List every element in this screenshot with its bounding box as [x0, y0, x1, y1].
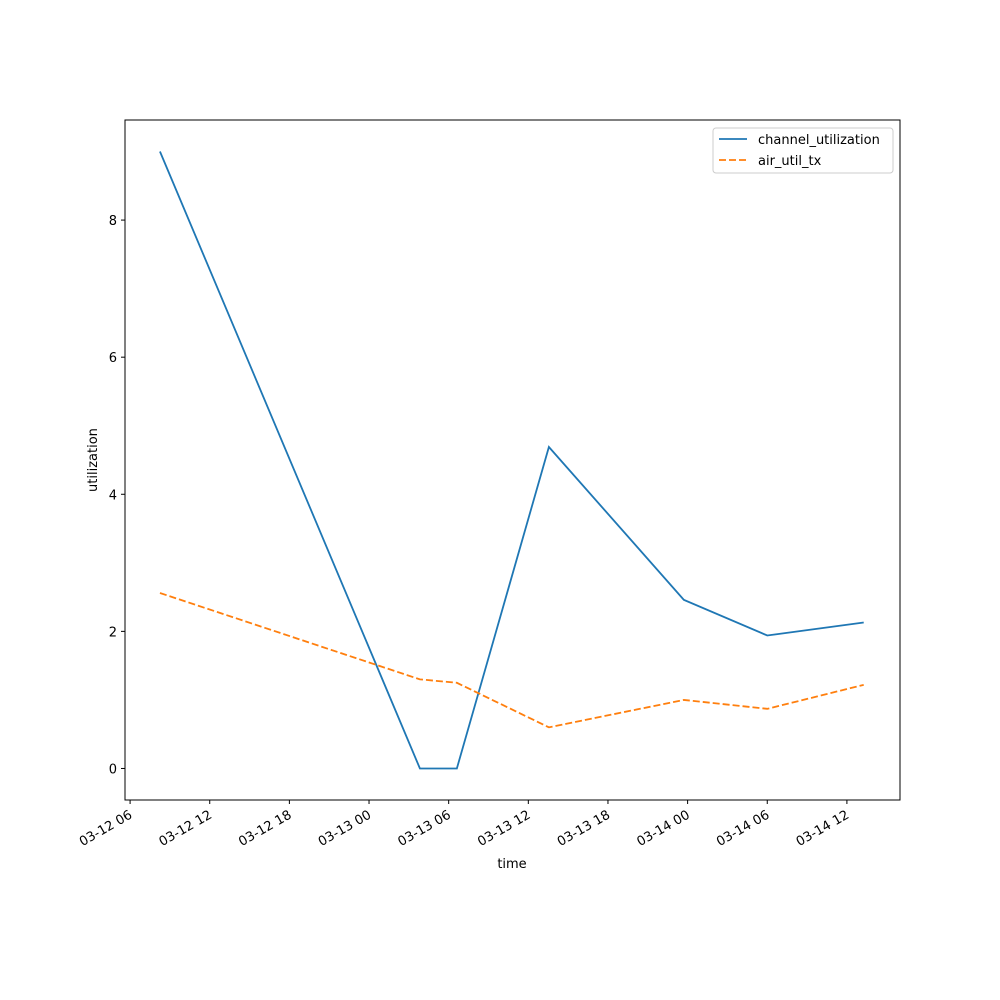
y-tick-label: 8 [109, 214, 117, 229]
x-axis-label: time [497, 857, 526, 872]
x-tick-label: 03-12 18 [236, 808, 294, 850]
y-tick-label: 2 [109, 625, 117, 640]
data-line [159, 592, 864, 729]
legend-label: channel_utilization [758, 133, 880, 148]
x-tick-label: 03-13 00 [316, 808, 374, 850]
plot-frame [124, 119, 901, 801]
x-tick-label: 03-14 12 [794, 808, 852, 850]
x-tick-label: 03-14 00 [634, 808, 692, 850]
y-tick-label: 6 [109, 351, 117, 366]
y-tick-label: 4 [109, 488, 117, 503]
data-line [159, 151, 864, 770]
x-tick-label: 03-13 06 [396, 808, 454, 850]
x-tick-label: 03-12 12 [157, 808, 215, 850]
x-tick-label: 03-12 06 [77, 808, 135, 850]
x-tick-label: 03-14 06 [714, 808, 772, 850]
x-tick-label: 03-13 12 [475, 808, 533, 850]
y-tick-label: 0 [109, 762, 117, 777]
legend-box [712, 127, 894, 174]
y-axis-label: utilization [86, 428, 101, 492]
legend-label: air_util_tx [758, 154, 822, 169]
x-tick-label: 03-13 18 [555, 808, 613, 850]
